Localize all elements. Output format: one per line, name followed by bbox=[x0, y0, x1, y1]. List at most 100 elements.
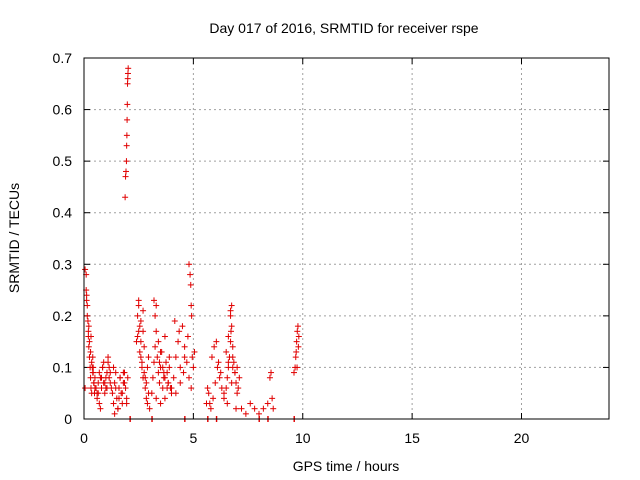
data-point bbox=[229, 364, 236, 371]
data-point bbox=[112, 385, 119, 392]
data-point bbox=[233, 405, 240, 412]
x-tick-label: 10 bbox=[295, 430, 311, 446]
data-point bbox=[144, 400, 151, 407]
data-point bbox=[138, 364, 145, 371]
data-point bbox=[89, 354, 96, 361]
data-point bbox=[157, 348, 164, 355]
x-tick-labels: 0 5 10 15 20 bbox=[80, 430, 529, 446]
data-point bbox=[144, 364, 151, 371]
data-point bbox=[161, 374, 168, 381]
data-point bbox=[121, 379, 128, 386]
data-point bbox=[153, 302, 160, 309]
data-point bbox=[83, 292, 90, 299]
data-point bbox=[110, 400, 117, 407]
data-point bbox=[256, 410, 262, 417]
data-point bbox=[84, 312, 91, 319]
data-point bbox=[134, 312, 141, 319]
data-point bbox=[172, 354, 179, 361]
data-point bbox=[228, 379, 235, 386]
data-point bbox=[120, 369, 127, 376]
data-point bbox=[160, 369, 167, 376]
data-point bbox=[148, 390, 155, 397]
data-point bbox=[208, 354, 215, 361]
data-point bbox=[177, 379, 184, 386]
data-point bbox=[112, 369, 119, 376]
data-point bbox=[190, 364, 197, 371]
data-point bbox=[205, 390, 212, 397]
data-point bbox=[228, 323, 235, 330]
data-point bbox=[151, 297, 157, 304]
data-point bbox=[176, 328, 183, 335]
data-point bbox=[216, 374, 223, 381]
data-point bbox=[227, 307, 234, 314]
data-point bbox=[213, 338, 220, 345]
data-point bbox=[145, 354, 152, 361]
data-point bbox=[96, 369, 103, 376]
data-point bbox=[155, 338, 162, 345]
x-tick-label: 15 bbox=[404, 430, 420, 446]
data-point bbox=[229, 354, 236, 361]
data-point bbox=[270, 405, 277, 412]
data-point bbox=[236, 374, 243, 381]
data-point bbox=[187, 271, 194, 278]
data-point bbox=[179, 323, 186, 330]
data-point bbox=[184, 333, 191, 340]
data-point bbox=[269, 395, 276, 402]
data-point bbox=[84, 318, 91, 325]
x-tick-label: 5 bbox=[189, 430, 197, 446]
plot-frame bbox=[83, 57, 610, 420]
data-point bbox=[110, 364, 117, 371]
data-point bbox=[85, 343, 92, 350]
data-point bbox=[206, 400, 213, 407]
data-point bbox=[124, 116, 131, 123]
data-point bbox=[156, 359, 163, 366]
data-point bbox=[83, 297, 90, 304]
data-point bbox=[224, 400, 231, 407]
data-point bbox=[88, 359, 95, 366]
data-point bbox=[264, 400, 271, 407]
data-point bbox=[212, 379, 219, 386]
data-point bbox=[238, 405, 245, 412]
data-point bbox=[228, 302, 235, 309]
data-point bbox=[153, 328, 160, 335]
data-point bbox=[109, 390, 116, 397]
data-point bbox=[123, 158, 130, 165]
data-point bbox=[228, 328, 234, 335]
data-point bbox=[211, 343, 218, 350]
data-point bbox=[111, 410, 118, 417]
data-point bbox=[223, 385, 230, 392]
data-point bbox=[143, 395, 150, 402]
data-point bbox=[268, 369, 275, 376]
data-point bbox=[166, 354, 173, 361]
data-point bbox=[137, 338, 144, 345]
data-point bbox=[123, 142, 130, 149]
data-point bbox=[138, 359, 145, 366]
data-point bbox=[96, 400, 103, 407]
data-point bbox=[85, 328, 92, 335]
data-point bbox=[177, 364, 184, 371]
data-point bbox=[186, 261, 192, 268]
data-point bbox=[95, 390, 102, 397]
data-point bbox=[103, 385, 110, 392]
x-tick-label: 20 bbox=[514, 430, 530, 446]
data-point bbox=[91, 374, 98, 381]
data-point bbox=[251, 405, 258, 412]
data-point bbox=[191, 348, 198, 355]
data-point bbox=[114, 405, 121, 412]
data-point bbox=[181, 354, 188, 361]
data-point bbox=[155, 369, 162, 376]
data-point bbox=[180, 369, 187, 376]
data-point bbox=[221, 390, 227, 397]
data-point bbox=[183, 359, 190, 366]
data-point bbox=[187, 281, 194, 288]
data-point bbox=[294, 364, 301, 371]
data-point bbox=[105, 354, 112, 361]
data-point bbox=[293, 348, 300, 355]
data-point bbox=[137, 318, 144, 325]
data-point bbox=[295, 333, 302, 340]
y-tick-label: 0 bbox=[64, 411, 72, 427]
data-point bbox=[172, 390, 179, 397]
data-point bbox=[140, 307, 147, 314]
data-point bbox=[97, 405, 104, 412]
data-point bbox=[175, 338, 182, 345]
